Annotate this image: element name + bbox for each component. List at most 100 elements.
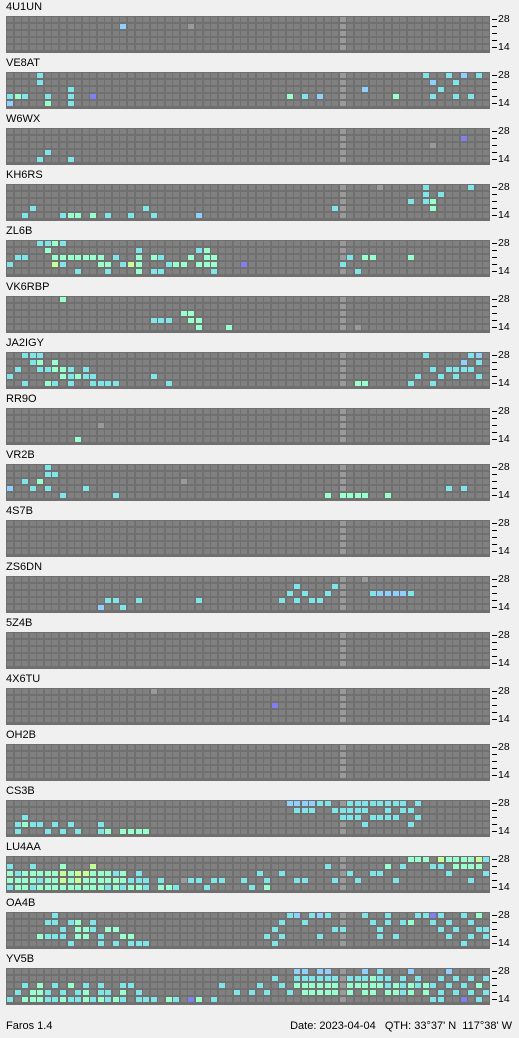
axis-label-bottom: 14 bbox=[498, 42, 510, 53]
grid-cell bbox=[461, 374, 467, 379]
grid-cell bbox=[476, 409, 482, 414]
grid-cell bbox=[83, 437, 89, 442]
grid-cell bbox=[22, 647, 28, 652]
grid-cell bbox=[355, 157, 361, 162]
grid-cell bbox=[75, 248, 81, 253]
grid-cell bbox=[332, 717, 338, 722]
axis-tick bbox=[492, 656, 497, 657]
grid-cell bbox=[309, 150, 315, 155]
grid-cell bbox=[196, 703, 202, 708]
grid-cell bbox=[37, 248, 43, 253]
grid-cell bbox=[423, 192, 429, 197]
grid-cell bbox=[332, 479, 338, 484]
grid-cell bbox=[128, 325, 134, 330]
grid-cell bbox=[468, 430, 474, 435]
grid-cell bbox=[423, 199, 429, 204]
grid-cell bbox=[234, 542, 240, 547]
grid-cell bbox=[151, 262, 157, 267]
grid-cell bbox=[377, 528, 383, 533]
grid-cell bbox=[15, 304, 21, 309]
grid-cell bbox=[453, 192, 459, 197]
grid-cell bbox=[393, 549, 399, 554]
grid-cell bbox=[105, 661, 111, 666]
grid-cell bbox=[128, 38, 134, 43]
grid-cell bbox=[105, 199, 111, 204]
grid-cell bbox=[446, 416, 452, 421]
grid-cell bbox=[294, 136, 300, 141]
grid-cell bbox=[173, 31, 179, 36]
grid-cell bbox=[234, 745, 240, 750]
axis-label-top: 28 bbox=[498, 14, 510, 25]
axis-tick bbox=[492, 271, 497, 272]
grid-cell bbox=[325, 640, 331, 645]
grid-cell bbox=[128, 654, 134, 659]
grid-cell bbox=[476, 192, 482, 197]
grid-cell bbox=[75, 409, 81, 414]
grid-cell bbox=[461, 654, 467, 659]
grid-cell bbox=[188, 430, 194, 435]
grid-cell bbox=[226, 633, 232, 638]
grid-cell bbox=[430, 437, 436, 442]
grid-cell bbox=[446, 745, 452, 750]
grid-cell bbox=[90, 528, 96, 533]
grid-cell bbox=[370, 80, 376, 85]
grid-cell bbox=[151, 535, 157, 540]
grid-cell bbox=[446, 129, 452, 134]
grid-cell bbox=[30, 262, 36, 267]
grid-cell bbox=[173, 584, 179, 589]
grid-cell bbox=[166, 17, 172, 22]
grid-cell bbox=[393, 577, 399, 582]
grid-cell bbox=[309, 262, 315, 267]
axis-tick bbox=[492, 712, 497, 713]
grid-cell bbox=[128, 591, 134, 596]
grid-cell bbox=[264, 409, 270, 414]
grid-cell bbox=[60, 528, 66, 533]
grid-cell bbox=[317, 157, 323, 162]
grid-cell bbox=[204, 325, 210, 330]
grid-cell bbox=[446, 353, 452, 358]
grid-cell bbox=[60, 318, 66, 323]
grid-cell bbox=[120, 605, 126, 610]
grid-cell bbox=[332, 745, 338, 750]
grid-cell bbox=[377, 521, 383, 526]
grid-cell bbox=[264, 633, 270, 638]
grid-cell bbox=[461, 157, 467, 162]
grid-cell bbox=[15, 360, 21, 365]
grid-cell bbox=[83, 633, 89, 638]
grid-cell bbox=[332, 493, 338, 498]
grid-cell bbox=[362, 521, 368, 526]
grid-cell bbox=[385, 17, 391, 22]
grid-cell bbox=[204, 248, 210, 253]
grid-cell bbox=[234, 143, 240, 148]
grid-cell bbox=[483, 696, 489, 701]
grid-cell bbox=[362, 633, 368, 638]
grid-cell bbox=[234, 157, 240, 162]
grid-cell bbox=[60, 213, 66, 218]
grid-cell bbox=[30, 304, 36, 309]
grid-cell bbox=[438, 45, 444, 50]
grid-cell bbox=[309, 192, 315, 197]
grid-cell bbox=[68, 38, 74, 43]
grid-cell bbox=[393, 710, 399, 715]
grid-cell bbox=[294, 745, 300, 750]
grid-cell bbox=[400, 409, 406, 414]
grid-cell bbox=[332, 437, 338, 442]
grid-cell bbox=[325, 248, 331, 253]
grid-cell bbox=[362, 640, 368, 645]
grid-cell bbox=[204, 374, 210, 379]
band-axis: 28 14 bbox=[492, 128, 519, 166]
grid-cell bbox=[332, 73, 338, 78]
grid-cell bbox=[370, 143, 376, 148]
grid-cell bbox=[52, 157, 58, 162]
grid-cell bbox=[90, 374, 96, 379]
grid-cell bbox=[287, 136, 293, 141]
grid-cell bbox=[105, 640, 111, 645]
grid-cell bbox=[75, 157, 81, 162]
grid-cell bbox=[415, 486, 421, 491]
beacon-grid bbox=[6, 520, 490, 557]
grid-cell bbox=[83, 262, 89, 267]
grid-cell bbox=[272, 409, 278, 414]
grid-cell bbox=[234, 353, 240, 358]
grid-cell bbox=[166, 640, 172, 645]
grid-cell bbox=[188, 24, 194, 29]
